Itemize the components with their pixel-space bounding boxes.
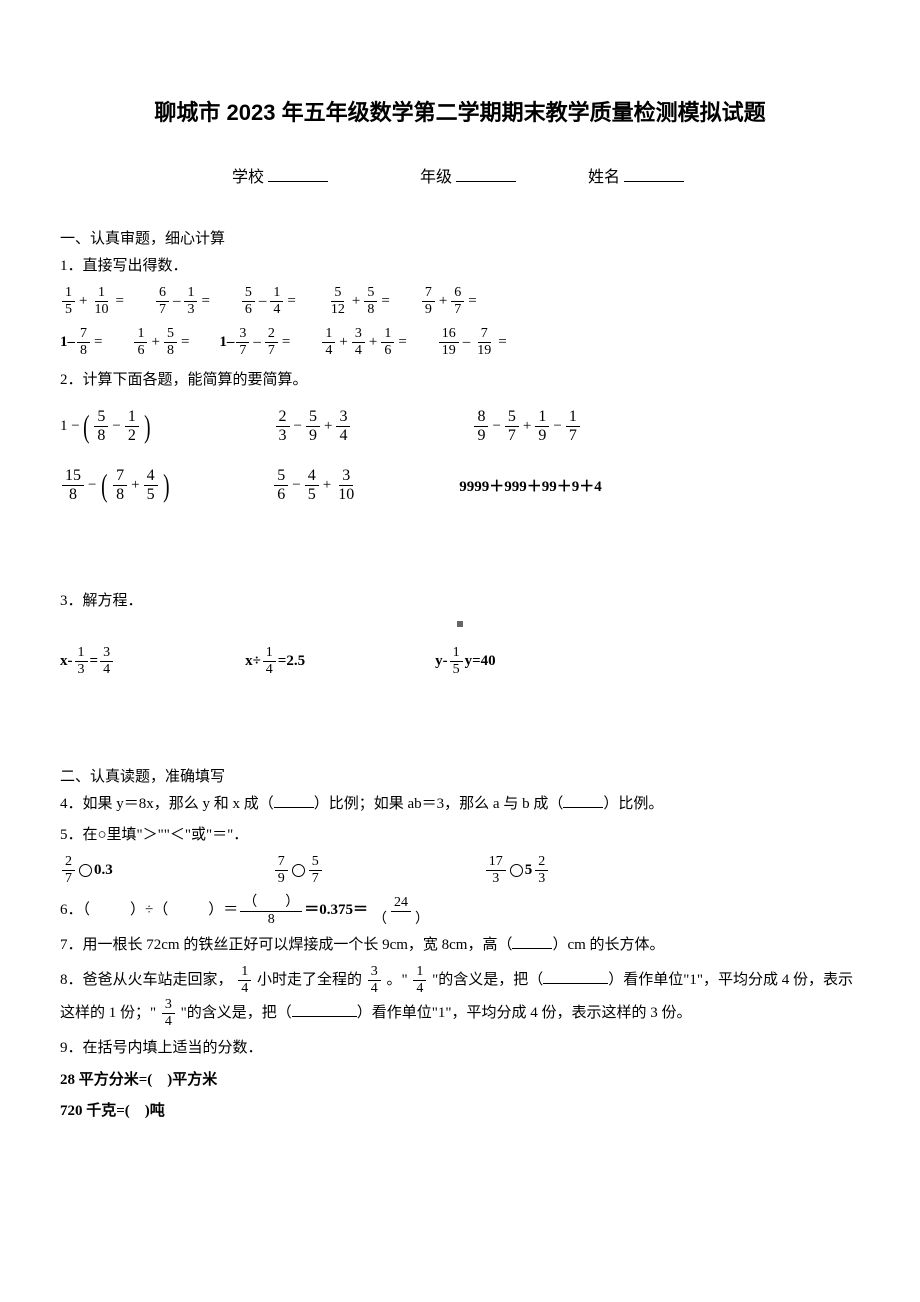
q9-l2: 720 千克=( )吨 xyxy=(60,1099,860,1125)
q1r1e2: 67 – 13 = xyxy=(154,286,212,317)
q4-line: 4．如果 y＝8x，那么 y 和 x 成（）比例；如果 ab＝3，那么 a 与 … xyxy=(60,792,860,818)
grade-label: 年级 xyxy=(420,169,452,186)
q1r2e5: 1619 – 719 = xyxy=(437,327,509,358)
q1r1e1: 15 + 110 = xyxy=(60,286,126,317)
q1-label: 1．直接写出得数． xyxy=(60,254,860,280)
q5e1: 27 0.3 xyxy=(60,855,113,886)
q1r2e2: 16 + 58 = xyxy=(132,327,191,358)
compare-circle-icon[interactable] xyxy=(510,864,523,877)
q5e2: 79 57 xyxy=(273,855,324,886)
q2r2e2: 56 − 45 + 310 xyxy=(272,468,359,503)
q1r1e3: 56 – 14 = xyxy=(240,286,298,317)
q3-label: 3．解方程． xyxy=(60,589,860,615)
q9-l1: 28 平方分米=( )平方米 xyxy=(60,1068,860,1094)
q4-blank2[interactable] xyxy=(563,793,603,808)
q8-blank2[interactable] xyxy=(292,1002,357,1017)
q5-label: 5．在○里填"＞""＜"或"＝"． xyxy=(60,823,860,849)
q7-line: 7．用一根长 72cm 的铁丝正好可以焊接成一个长 9cm，宽 8cm，高（）c… xyxy=(60,933,860,959)
q6-line: 6．（ ）÷（ ）＝ （ ）8 ＝0.375＝ 24（ ） xyxy=(60,896,860,927)
q5-row: 27 0.3 79 57 173 5 23 xyxy=(60,855,860,886)
q2-label: 2．计算下面各题，能简算的要简算。 xyxy=(60,368,860,394)
q1r2e1: 1– 78 = xyxy=(60,327,104,358)
school-label: 学校 xyxy=(232,169,264,186)
section1-heading: 一、认真审题，细心计算 xyxy=(60,227,860,248)
q3e1: x- 13 = 34 xyxy=(60,646,115,677)
student-info-line: 学校 年级 姓名 xyxy=(60,163,860,187)
section2-heading: 二、认真读题，准确填写 xyxy=(60,765,860,786)
q2r2e1: 158 − ( 78 + 45 ) xyxy=(60,468,172,503)
q1r2e4: 14 + 34 + 16 = xyxy=(320,327,408,358)
q2r1e1: 1 − ( 58 − 12 ) xyxy=(60,409,154,444)
q7-blank[interactable] xyxy=(512,934,552,949)
q1r1e4: 512 + 58 = xyxy=(326,286,392,317)
q8-blank1[interactable] xyxy=(543,969,608,984)
compare-circle-icon[interactable] xyxy=(292,864,305,877)
q2-row1: 1 − ( 58 − 12 ) 23 − 59 + 34 89 − 57 + 1… xyxy=(60,409,860,444)
exam-page: 聊城市 2023 年五年级数学第二学期期末教学质量检测模拟试题 学校 年级 姓名… xyxy=(0,0,920,1302)
q2r1e3: 89 − 57 + 19 − 17 xyxy=(472,409,581,444)
name-blank[interactable] xyxy=(624,164,684,182)
grade-blank[interactable] xyxy=(456,164,516,182)
q1r2e3: 1– 37 – 27 = xyxy=(219,327,292,358)
q2-row2: 158 − ( 78 + 45 ) 56 − 45 + 310 9999＋999… xyxy=(60,468,860,503)
q2r2e3: 9999＋999＋99＋9＋4 xyxy=(459,475,602,496)
q3e3: y- 15 y=40 xyxy=(435,646,496,677)
page-title: 聊城市 2023 年五年级数学第二学期期末教学质量检测模拟试题 xyxy=(60,95,860,127)
q3-row: x- 13 = 34 x÷ 14 =2.5 y- 15 y=40 xyxy=(60,646,860,677)
name-label: 姓名 xyxy=(588,169,620,186)
q1r1e5: 79 + 67 = xyxy=(420,286,479,317)
q3e2: x÷ 14 =2.5 xyxy=(245,646,305,677)
q5e3: 173 5 23 xyxy=(484,855,551,886)
q1-row1: 15 + 110 = 67 – 13 = 56 – 14 = 512 + 58 … xyxy=(60,286,860,317)
q1-row2: 1– 78 = 16 + 58 = 1– 37 – 27 = 14 + 34 +… xyxy=(60,327,860,358)
compare-circle-icon[interactable] xyxy=(79,864,92,877)
q2r1e2: 23 − 59 + 34 xyxy=(274,409,353,444)
slide-marker-icon xyxy=(457,621,463,627)
school-blank[interactable] xyxy=(268,164,328,182)
q9-label: 9．在括号内填上适当的分数． xyxy=(60,1036,860,1062)
q4-blank1[interactable] xyxy=(274,793,314,808)
q8-line: 8．爸爸从火车站走回家， 14 小时走了全程的 34 。" 14 "的含义是，把… xyxy=(60,964,860,1030)
